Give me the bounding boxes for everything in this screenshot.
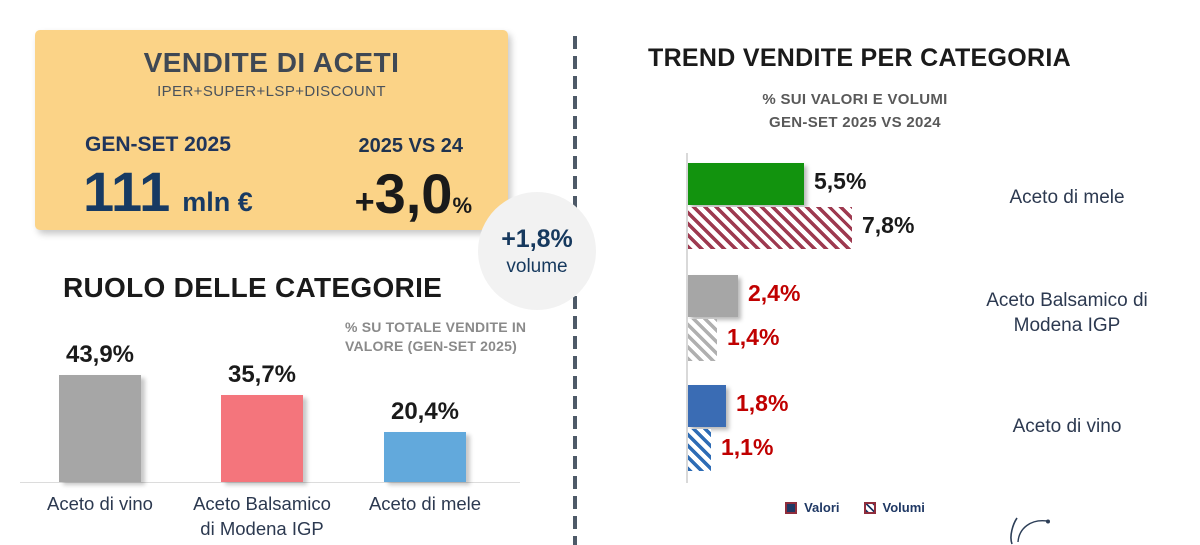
volumi-value-label-aceto-balsamico-di-modena-igp: 1,4% bbox=[727, 324, 780, 350]
sales-summary-card: VENDITE DI ACETI IPER+SUPER+LSP+DISCOUNT… bbox=[35, 30, 508, 230]
legend-valori-swatch-icon bbox=[785, 501, 798, 514]
category-label-aceto-di-mele: Aceto di mele bbox=[1009, 187, 1125, 208]
sales-delta: + 3,0 % bbox=[355, 166, 472, 222]
bar-group-aceto-balsamico-di-modena-igp: 35,7% bbox=[180, 361, 344, 482]
x-label-aceto-di-vino: Aceto di vino bbox=[47, 493, 153, 514]
trend-chart-subtitle: % SUI VALORI E VOLUMI GEN-SET 2025 VS 20… bbox=[640, 88, 1070, 135]
trend-chart-category-labels: Aceto di mele Aceto Balsamico di Modena I… bbox=[962, 153, 1172, 483]
bar-group-aceto-di-vino: 43,9% bbox=[18, 341, 182, 482]
volumi-value-label-aceto-di-vino: 1,1% bbox=[721, 434, 774, 460]
legend-volumi-swatch-icon bbox=[863, 501, 876, 514]
valori-value-label-aceto-di-mele: 5,5% bbox=[814, 168, 867, 194]
sales-value-number: 111 bbox=[83, 160, 171, 223]
comparison-label: 2025 VS 24 bbox=[358, 135, 463, 157]
bar-value-label-aceto-di-mele: 20,4% bbox=[390, 398, 460, 425]
legend-item-volumi: Volumi bbox=[863, 500, 925, 515]
card-title: VENDITE DI ACETI bbox=[143, 47, 400, 78]
valori-value-label-aceto-balsamico-di-modena-igp: 2,4% bbox=[748, 280, 801, 306]
role-chart-x-labels: Aceto di vino Aceto Balsamico di Modena I… bbox=[17, 492, 557, 545]
volume-badge: +1,8% volume bbox=[478, 192, 596, 310]
volume-badge-value: +1,8% bbox=[501, 224, 573, 253]
trend-chart-subtitle-line1: % SUI VALORI E VOLUMI bbox=[762, 91, 948, 108]
bar-aceto-balsamico-di-modena-igp bbox=[221, 395, 303, 482]
valori-value-label-aceto-di-vino: 1,8% bbox=[736, 390, 789, 416]
valori-bar-aceto-di-vino bbox=[688, 385, 726, 427]
volumi-bar-aceto-di-vino bbox=[688, 429, 711, 471]
sales-value-unit: mln € bbox=[182, 187, 253, 217]
volumi-value-label-aceto-di-mele: 7,8% bbox=[862, 212, 915, 238]
bar-aceto-di-vino bbox=[59, 375, 141, 482]
card-subtitle: IPER+SUPER+LSP+DISCOUNT bbox=[157, 83, 386, 100]
x-label-aceto-di-mele: Aceto di mele bbox=[368, 493, 482, 514]
valori-bar-aceto-balsamico-di-modena-igp bbox=[688, 275, 738, 317]
bar-value-label-aceto-di-vino: 43,9% bbox=[65, 341, 135, 368]
valori-bar-aceto-di-mele bbox=[688, 163, 804, 205]
category-label-aceto-di-vino: Aceto di vino bbox=[1012, 416, 1122, 437]
volume-badge-label: volume bbox=[506, 255, 568, 277]
bar-aceto-di-mele bbox=[384, 432, 466, 482]
role-chart-bars: 43,9% 35,7% 20,4% bbox=[17, 330, 557, 482]
role-chart-title: RUOLO DELLE CATEGORIE bbox=[63, 272, 443, 303]
role-chart-note-line2: VALORE (GEN-SET 2025) bbox=[345, 337, 517, 354]
signature-flourish-icon bbox=[1010, 517, 1050, 545]
sales-value: 111 mln € bbox=[83, 164, 253, 220]
trend-chart-axis bbox=[686, 153, 688, 483]
category-label-aceto-balsamico-di-modena-igp: Aceto Balsamico di Modena IGP bbox=[986, 290, 1148, 336]
volumi-bar-aceto-balsamico-di-modena-igp bbox=[688, 319, 717, 361]
legend-item-valori: Valori bbox=[785, 500, 840, 515]
delta-sign: + bbox=[354, 183, 375, 221]
legend-volumi-label: Volumi bbox=[882, 500, 925, 515]
trend-chart-title: TREND VENDITE PER CATEGORIA bbox=[648, 44, 1071, 72]
role-chart-baseline bbox=[20, 482, 520, 483]
role-chart-note-line1: % SU TOTALE VENDITE IN bbox=[345, 319, 527, 335]
trend-chart-legend: Valori Volumi bbox=[640, 500, 1070, 515]
delta-number: 3,0 bbox=[374, 162, 453, 225]
role-chart-note: % SU TOTALE VENDITE IN VALORE (GEN-SET 2… bbox=[345, 318, 565, 356]
bar-value-label-aceto-balsamico-di-modena-igp: 35,7% bbox=[227, 361, 297, 388]
legend-valori-label: Valori bbox=[804, 500, 840, 515]
period-label: GEN-SET 2025 bbox=[85, 133, 231, 156]
volumi-bar-aceto-di-mele bbox=[688, 207, 852, 249]
x-label-aceto-balsamico-di-modena-igp: Aceto Balsamico di Modena IGP bbox=[193, 493, 331, 539]
trend-chart-bars: 5,5% 2,4% 1,8% 7,8% 1,4% 1,1% bbox=[688, 153, 1148, 483]
trend-chart-subtitle-line2: GEN-SET 2025 VS 2024 bbox=[769, 114, 941, 132]
delta-unit: % bbox=[452, 193, 472, 218]
bar-group-aceto-di-mele: 20,4% bbox=[343, 398, 507, 482]
